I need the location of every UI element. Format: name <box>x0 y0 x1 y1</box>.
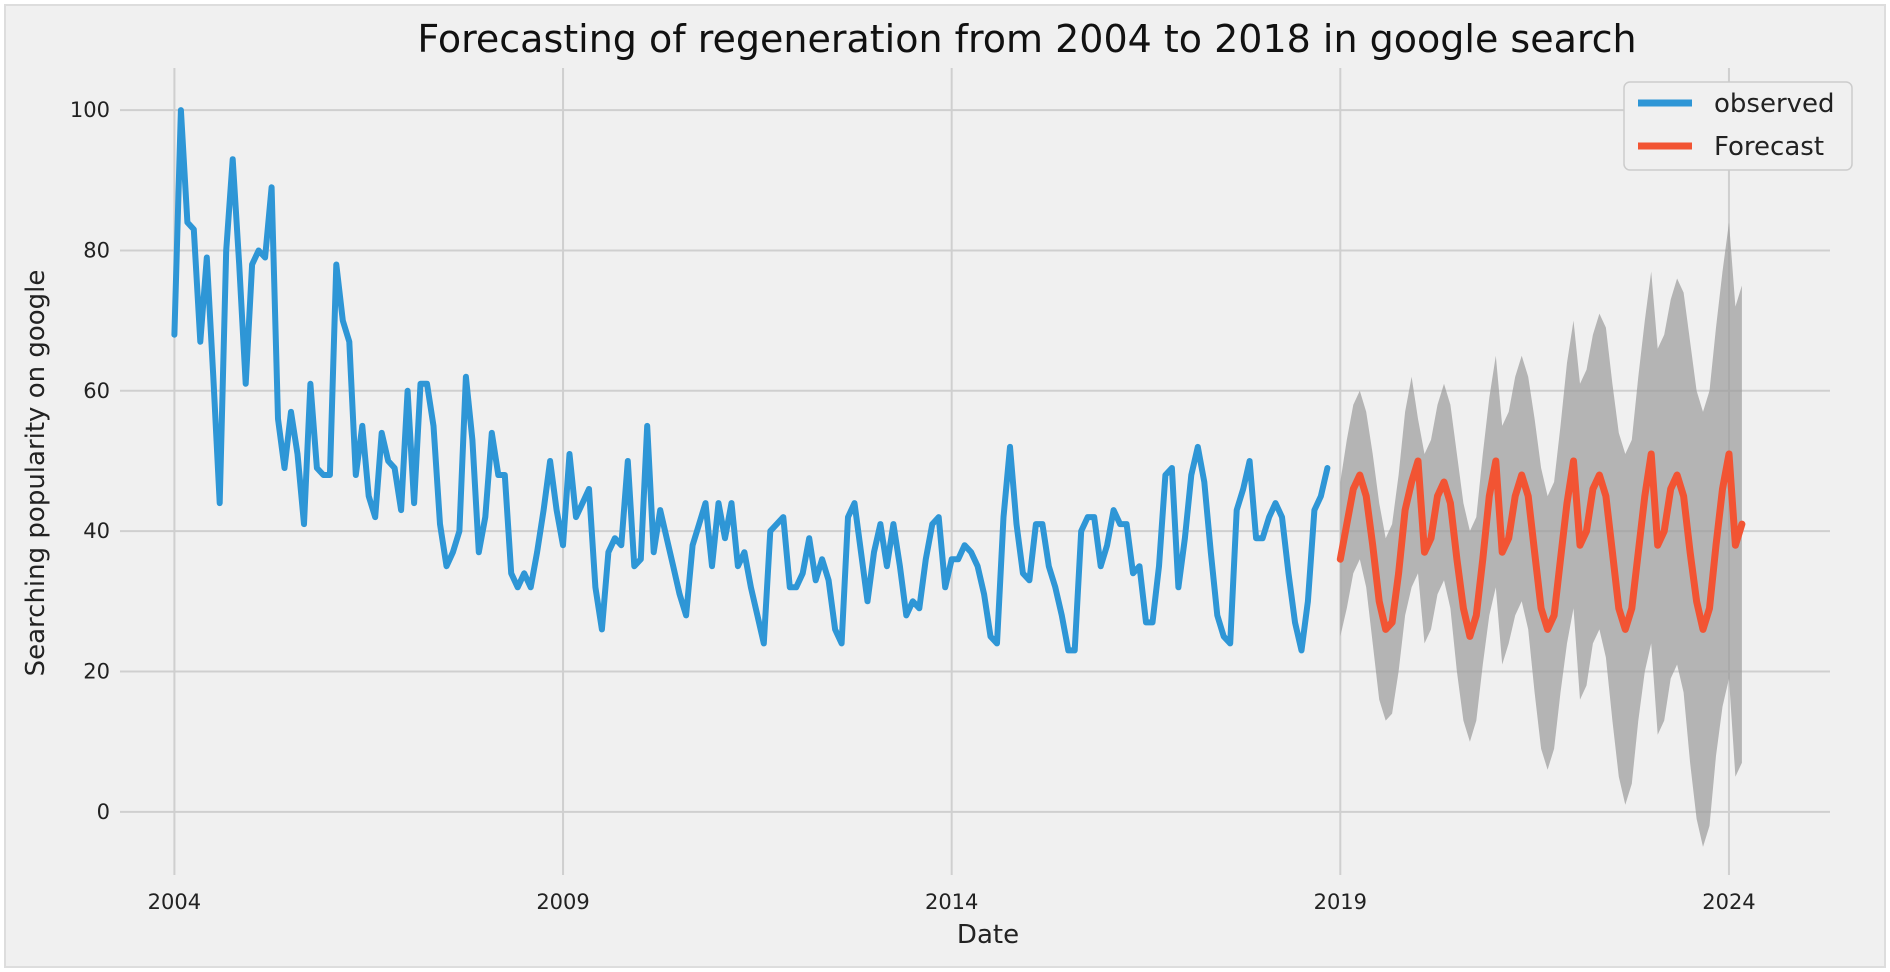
x-axis-title: Date <box>957 920 1019 950</box>
y-tick-label: 60 <box>83 379 110 403</box>
chart-title: Forecasting of regeneration from 2004 to… <box>417 17 1636 61</box>
x-tick-label: 2014 <box>925 890 978 914</box>
y-tick-label: 100 <box>70 98 110 122</box>
forecast-confidence-interval <box>1340 222 1742 847</box>
x-tick-label: 2024 <box>1702 890 1755 914</box>
x-tick-label: 2009 <box>536 890 589 914</box>
x-axis-ticks: 2004 2009 2014 2019 2024 <box>148 890 1756 914</box>
y-axis-ticks: 0 20 40 60 80 100 <box>70 98 110 824</box>
legend-label-observed: observed <box>1714 89 1835 119</box>
x-tick-label: 2004 <box>148 890 201 914</box>
y-tick-label: 20 <box>83 659 110 683</box>
y-tick-label: 80 <box>83 238 110 262</box>
y-axis-title: Searching popularity on google <box>21 270 51 677</box>
x-tick-label: 2019 <box>1314 890 1367 914</box>
grid-lines <box>120 68 1830 875</box>
y-tick-label: 0 <box>97 800 110 824</box>
legend-label-forecast: Forecast <box>1714 132 1824 162</box>
y-tick-label: 40 <box>83 519 110 543</box>
forecast-series-line <box>1336 450 1746 640</box>
legend: observed Forecast <box>1623 81 1853 171</box>
observed-series-line <box>171 107 1331 654</box>
